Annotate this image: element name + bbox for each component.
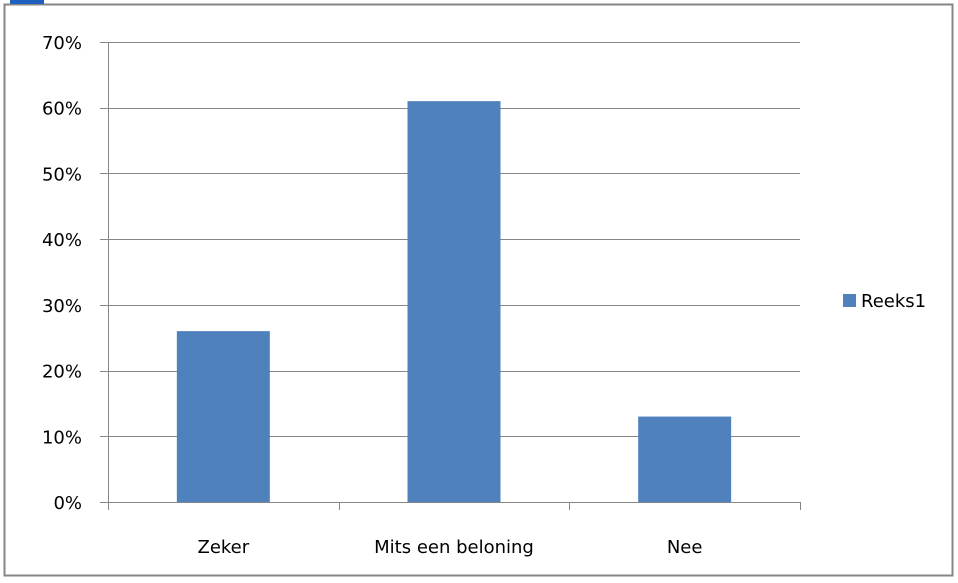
y-tick-label: 10%: [42, 427, 82, 448]
y-tick-label: 60%: [42, 99, 82, 120]
y-tick-label: 30%: [42, 296, 82, 317]
y-tick-label: 20%: [42, 362, 82, 383]
chart-border: [3, 3, 954, 577]
bar-nee: [638, 416, 732, 502]
x-category-label: Mits een beloning: [374, 537, 534, 558]
y-tick-label: 0%: [53, 493, 82, 514]
y-tick-label: 50%: [42, 164, 82, 185]
legend-label: Reeks1: [861, 291, 926, 312]
x-category-label: Nee: [667, 537, 703, 558]
bar-mits-een-beloning: [407, 101, 501, 503]
y-tick-label: 40%: [42, 230, 82, 251]
cropped-title-fragment: [10, 0, 44, 4]
bar-zeker: [176, 331, 270, 502]
legend-swatch: [843, 294, 856, 307]
y-tick-label: 70%: [42, 33, 82, 54]
x-category-label: Zeker: [197, 537, 249, 558]
